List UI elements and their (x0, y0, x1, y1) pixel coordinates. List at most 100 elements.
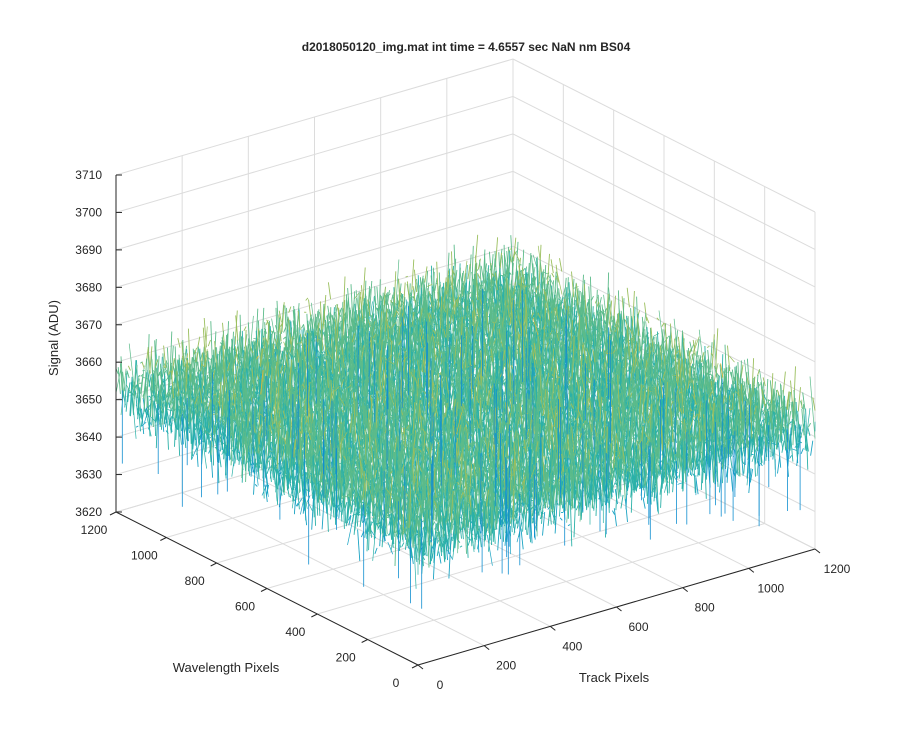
surface-segment (200, 368, 204, 395)
surface-segment (156, 355, 160, 392)
surface-segment (161, 391, 165, 424)
surface-segment (452, 269, 456, 276)
surface-segment (130, 382, 137, 439)
surface-segment (475, 255, 479, 301)
surface-segment (158, 384, 162, 411)
surface-segment (451, 251, 455, 313)
surface-segment (424, 266, 428, 283)
surface-segment (369, 280, 373, 313)
grid-line (512, 133, 816, 288)
surface-segment (150, 416, 157, 423)
surface-segment (253, 341, 257, 391)
surface-segment (350, 284, 354, 330)
surface-segment (127, 365, 131, 371)
surface-segment (396, 307, 400, 312)
surface-segment (428, 300, 432, 306)
surface-segment (313, 316, 317, 341)
grid-line (512, 95, 816, 250)
surface-segment (140, 375, 144, 394)
surface-segment (214, 341, 218, 371)
surface-segment (305, 297, 309, 301)
surface-segment (402, 328, 408, 338)
surface-segment (155, 390, 159, 449)
surface-segment (468, 297, 472, 304)
surface-segment (195, 352, 199, 363)
surface-segment (286, 346, 291, 360)
surface-segment (448, 300, 452, 305)
surface-segment (158, 397, 163, 430)
surface-segment (271, 318, 278, 349)
surface-segment (167, 409, 173, 412)
surface-segment (494, 272, 498, 291)
surface-segment (326, 320, 331, 329)
surface-segment (261, 341, 265, 347)
surface-segment (201, 326, 208, 394)
surface-segment (473, 274, 477, 318)
surface-segment (259, 371, 263, 378)
surface-segment (135, 425, 139, 428)
surface-segment (357, 291, 361, 322)
surface-segment (461, 260, 468, 298)
surface-segment (395, 313, 400, 319)
surface-segment (177, 372, 184, 404)
surface-segment (126, 370, 130, 379)
surface-segment (297, 310, 301, 330)
grid-line (512, 208, 816, 363)
surface-segment (296, 342, 302, 344)
surface-segment (243, 326, 247, 332)
surface-segment (135, 404, 142, 419)
surface-segment (240, 356, 244, 359)
surface-segment (327, 282, 332, 300)
surface-segment (191, 356, 198, 365)
surface-segment (315, 322, 320, 329)
surface-segment (148, 395, 152, 398)
surface-segment (367, 299, 371, 317)
surface-segment (282, 336, 286, 340)
surface-segment (316, 322, 320, 346)
surface-segment (128, 343, 135, 389)
surface-segment (417, 303, 423, 307)
surface-segment (353, 327, 357, 346)
surface-segment (139, 382, 142, 384)
surface-segment (289, 336, 293, 353)
surface-segment (360, 296, 364, 323)
surface-segment (281, 302, 285, 333)
surface-segment (129, 376, 133, 416)
surface-segment (284, 305, 288, 351)
surface-segment (283, 340, 287, 364)
surface-segment (145, 386, 149, 413)
surface-segment (411, 259, 415, 296)
surface-segment (477, 274, 481, 279)
surface-segment (516, 272, 520, 301)
chart-title: d2018050120_img.mat int time = 4.6557 se… (302, 40, 631, 54)
surface-segment (191, 350, 195, 373)
surface-segment (477, 258, 481, 270)
surface-segment (170, 404, 174, 434)
surface-segment (135, 391, 139, 416)
surface-segment (192, 348, 196, 380)
surface-segment (193, 347, 198, 355)
surface-segment (184, 353, 188, 382)
surface-segment (235, 315, 239, 341)
surface-segment (538, 335, 542, 337)
surface-segment (130, 381, 134, 417)
surface-segment (507, 256, 511, 277)
surface-segment (163, 345, 167, 368)
surface-segment (133, 375, 140, 398)
surface-segment (154, 393, 158, 403)
surface-segment (261, 307, 265, 352)
surface-segment (136, 378, 140, 399)
surface-segment (140, 361, 143, 364)
surface-segment (181, 355, 186, 367)
surface-segment (365, 311, 369, 347)
surface-segment (308, 299, 312, 317)
surface-segment (169, 416, 173, 424)
surface-segment (412, 286, 416, 304)
surface-segment (479, 290, 483, 311)
surface-segment (158, 372, 162, 377)
grid-line (512, 245, 816, 400)
surface-segment (303, 324, 307, 336)
surface-segment (264, 337, 268, 343)
surface-segment (376, 286, 380, 319)
surface-segment (387, 303, 391, 324)
